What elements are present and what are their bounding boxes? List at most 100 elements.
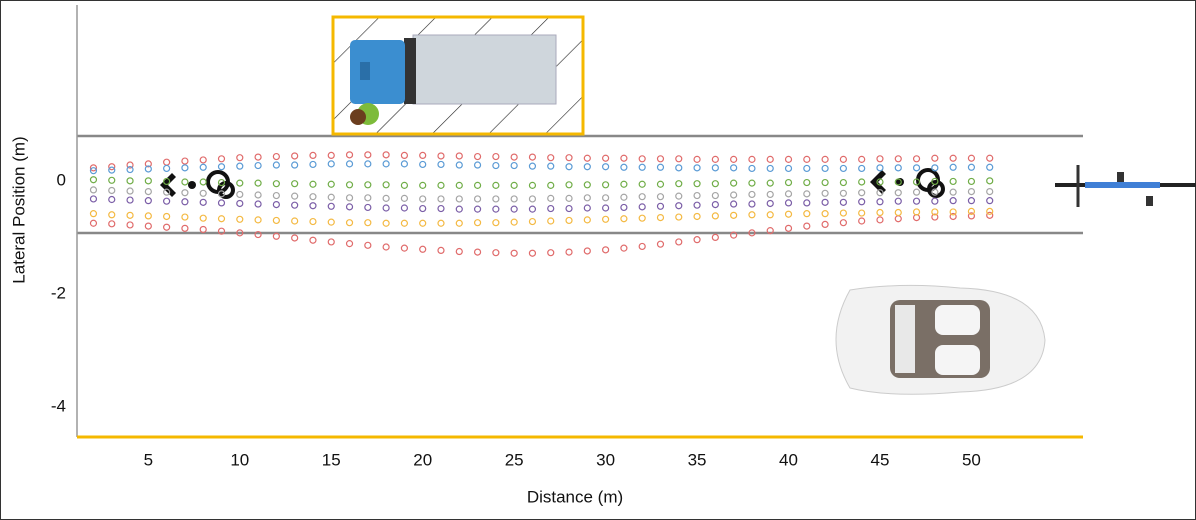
point	[510, 218, 518, 226]
point	[419, 195, 427, 203]
point	[730, 200, 738, 208]
point	[894, 208, 902, 217]
point	[766, 190, 774, 199]
point	[437, 195, 445, 203]
point	[894, 155, 902, 163]
point	[400, 181, 409, 189]
point	[821, 155, 829, 163]
point	[766, 211, 774, 219]
point	[364, 219, 372, 227]
point	[89, 210, 98, 218]
point	[108, 166, 116, 174]
point	[565, 248, 573, 256]
point	[547, 217, 555, 225]
point	[217, 155, 226, 163]
point	[565, 181, 573, 189]
point	[894, 189, 902, 197]
point	[254, 191, 262, 199]
point	[510, 161, 518, 170]
point	[876, 164, 884, 172]
point	[236, 229, 244, 237]
point	[748, 211, 756, 219]
point	[912, 178, 921, 186]
point	[144, 197, 152, 205]
point	[583, 216, 591, 224]
point	[455, 195, 463, 203]
point	[199, 156, 207, 164]
point	[437, 219, 445, 227]
point	[400, 151, 409, 160]
point	[693, 191, 701, 200]
point	[766, 199, 774, 208]
point	[638, 203, 646, 211]
point	[345, 151, 354, 159]
point	[217, 178, 226, 187]
point	[126, 161, 134, 169]
point	[583, 163, 591, 171]
point	[656, 193, 665, 201]
point	[803, 190, 811, 198]
point	[547, 162, 555, 170]
point	[547, 181, 555, 189]
point	[931, 213, 939, 221]
point	[126, 177, 134, 185]
point	[528, 205, 537, 213]
point	[199, 225, 207, 234]
point	[492, 219, 500, 227]
point	[821, 164, 829, 173]
point	[565, 194, 573, 202]
point	[730, 231, 738, 239]
point	[730, 155, 738, 163]
point	[89, 186, 98, 194]
point	[144, 165, 152, 173]
point	[108, 211, 116, 219]
point	[144, 187, 152, 196]
point	[510, 181, 518, 189]
point	[345, 240, 354, 248]
point	[327, 151, 335, 160]
point	[638, 155, 646, 163]
point	[419, 204, 427, 213]
x-tick-label: 10	[230, 450, 249, 469]
x-tick-label: 40	[779, 450, 798, 469]
point	[784, 224, 793, 232]
point	[455, 247, 463, 256]
point	[565, 163, 573, 171]
point	[419, 181, 427, 189]
point	[602, 246, 610, 254]
point	[272, 201, 280, 209]
point	[876, 198, 884, 206]
point	[400, 194, 409, 202]
point	[876, 189, 884, 197]
point	[345, 194, 354, 202]
point	[748, 200, 756, 208]
point	[473, 195, 482, 203]
point	[986, 177, 994, 185]
point	[364, 203, 372, 212]
point	[675, 164, 683, 172]
point	[455, 181, 463, 189]
point	[126, 187, 134, 195]
point	[803, 222, 811, 230]
point	[108, 176, 116, 184]
point	[912, 164, 921, 172]
point	[912, 155, 921, 163]
point	[967, 207, 976, 215]
point	[528, 195, 537, 203]
point	[89, 164, 98, 172]
point	[473, 248, 482, 256]
point	[236, 154, 244, 162]
point	[931, 188, 939, 196]
point	[784, 210, 793, 218]
point	[748, 164, 756, 173]
point	[382, 204, 390, 212]
point	[199, 178, 207, 186]
point	[473, 152, 482, 161]
point	[400, 204, 409, 212]
point	[547, 249, 555, 257]
point	[163, 212, 171, 221]
point	[638, 242, 646, 251]
point	[199, 189, 207, 197]
point	[620, 244, 628, 252]
